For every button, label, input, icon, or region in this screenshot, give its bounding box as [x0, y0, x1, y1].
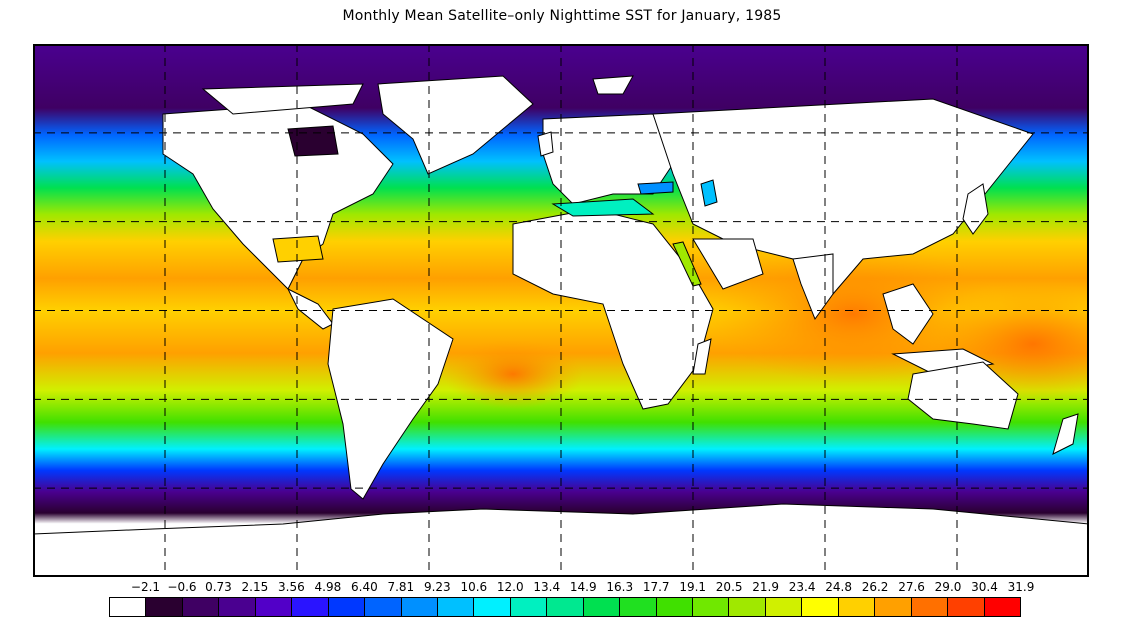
land-arabia: [692, 238, 764, 290]
legend-swatch: [547, 598, 584, 616]
legend-swatch: [838, 598, 876, 616]
legend-tick-label: 24.8: [825, 580, 852, 594]
land-southeast-asia: [882, 283, 934, 345]
land-australia: [907, 361, 1019, 430]
legend-swatch: [656, 598, 693, 616]
legend-tick-label: 16.3: [606, 580, 634, 594]
legend-swatch: [765, 598, 803, 616]
legend-swatch: [255, 598, 293, 616]
legend-tick-label: 9.23: [423, 580, 451, 594]
legend-swatch: [219, 598, 256, 616]
legend-tick-label: 27.6: [898, 580, 925, 594]
legend-swatch: [182, 598, 220, 616]
legend-tick-label: 7.81: [387, 580, 415, 594]
legend-tick-label: 12.0: [496, 580, 524, 594]
legend-swatch: [365, 598, 402, 616]
legend-tick-label: 14.9: [569, 580, 597, 594]
sst-map: [33, 44, 1089, 577]
legend-swatch: [948, 598, 985, 616]
legend-swatch: [875, 598, 912, 616]
land-new-zealand: [1052, 413, 1079, 455]
gulf-of-mexico: [272, 235, 324, 263]
legend-swatch: [693, 598, 730, 616]
land-central-america: [286, 287, 334, 330]
legend-swatch: [437, 598, 475, 616]
legend-swatch: [474, 598, 511, 616]
legend-labels: −2.1 −0.6 0.73 2.15 3.56 4.98 6.40 7.81 9.23 10.6…: [109, 580, 1034, 596]
legend-swatch: [292, 598, 329, 616]
legend-swatch: [729, 598, 766, 616]
legend-tick-label: 31.9: [1007, 580, 1035, 594]
caspian-sea: [700, 179, 718, 207]
map-frame: [33, 44, 1089, 577]
legend-tick-label: 23.4: [788, 580, 816, 594]
legend-tick-label: 17.7: [642, 580, 670, 594]
legend-swatch: [510, 598, 548, 616]
legend-tick-label: 21.9: [752, 580, 779, 594]
land-japan: [962, 183, 989, 235]
legend-swatch: [110, 598, 147, 616]
land-africa: [512, 208, 714, 410]
hudson-bay: [287, 125, 339, 157]
black-sea: [637, 181, 674, 195]
legend-tick-label: −0.6: [167, 580, 197, 594]
color-legend: −2.1 −0.6 0.73 2.15 3.56 4.98 6.40 7.81 9.23 10.6…: [109, 580, 1034, 620]
legend-tick-label: 30.4: [971, 580, 998, 594]
red-sea: [672, 241, 702, 287]
warm-pool-atlantic: [443, 339, 583, 409]
legend-tick-label: 0.73: [205, 580, 232, 594]
inland-seas: [272, 125, 718, 287]
land-madagascar: [692, 338, 712, 375]
legend-swatch: [802, 598, 839, 616]
legend-tick-label: 10.6: [460, 580, 488, 594]
legend-tick-label: 19.1: [679, 580, 707, 594]
legend-color-bar: [109, 597, 1021, 617]
legend-swatch: [911, 598, 949, 616]
land-svalbard: [592, 75, 634, 95]
map-title: Monthly Mean Satellite–only Nighttime SS…: [342, 8, 782, 24]
mediterranean-sea: [551, 198, 655, 217]
legend-swatch: [984, 598, 1020, 616]
legend-tick-label: 4.98: [314, 580, 342, 594]
legend-tick-label: 3.56: [278, 580, 305, 594]
legend-swatch: [620, 598, 657, 616]
legend-tick-label: 13.4: [533, 580, 561, 594]
legend-tick-label: 20.5: [715, 580, 743, 594]
legend-swatch: [146, 598, 183, 616]
legend-swatch: [583, 598, 621, 616]
legend-swatch: [401, 598, 438, 616]
graticule: [33, 44, 1089, 577]
legend-tick-label: 2.15: [241, 580, 269, 594]
legend-tick-label: 29.0: [934, 580, 962, 594]
legend-swatch: [328, 598, 366, 616]
land-arctic-islands: [201, 83, 364, 115]
sst-map-canvas: [33, 44, 1089, 577]
land-uk: [537, 131, 554, 157]
legend-tick-label: 26.2: [861, 580, 889, 594]
legend-tick-label: 6.40: [351, 580, 378, 594]
land-india: [792, 253, 834, 321]
land-greenland: [377, 75, 534, 175]
legend-tick-label: −2.1: [130, 580, 161, 594]
